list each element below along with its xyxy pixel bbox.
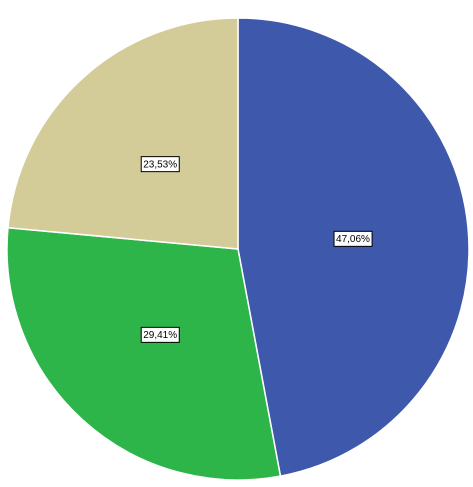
data-label: 47,06%: [333, 230, 373, 247]
pie-slice: [237, 17, 470, 477]
data-label-text: 29,41%: [143, 330, 177, 341]
data-label: 23,53%: [140, 156, 180, 173]
data-label-text: 47,06%: [336, 234, 370, 245]
data-label: 29,41%: [140, 326, 180, 343]
data-label-text: 23,53%: [143, 159, 177, 170]
pie-slice: [7, 17, 239, 250]
data-label-box: [140, 326, 180, 343]
pie-slice: [6, 226, 282, 481]
data-label-box: [140, 156, 180, 173]
data-label-box: [333, 230, 373, 247]
